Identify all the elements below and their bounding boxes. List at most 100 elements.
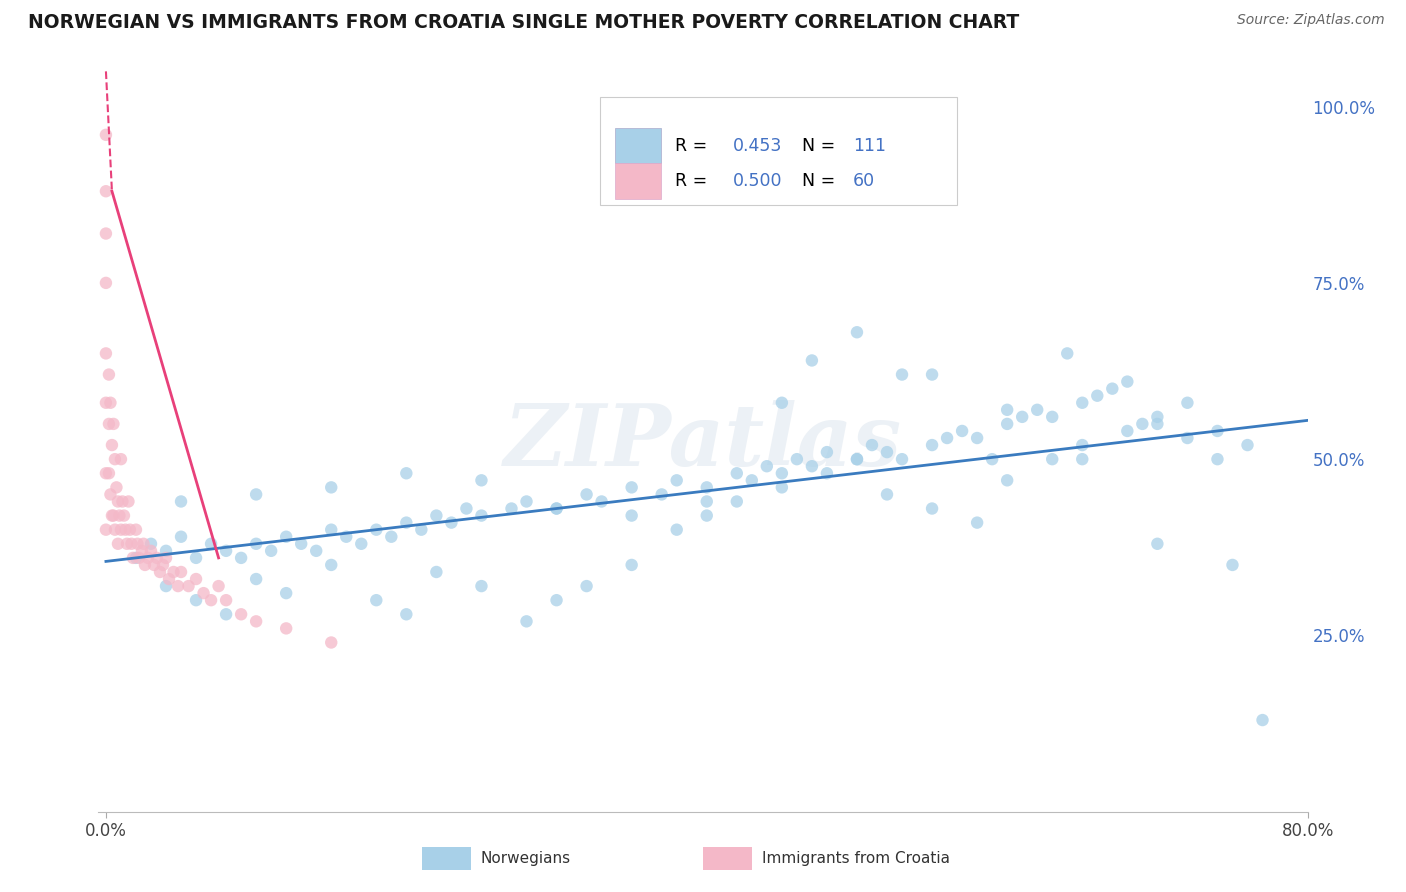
Text: N =: N = <box>803 136 841 154</box>
Point <box>350 537 373 551</box>
Point <box>665 473 688 487</box>
Point <box>755 459 778 474</box>
Point <box>425 565 447 579</box>
Point <box>1206 452 1229 467</box>
Point <box>97 417 120 431</box>
Point <box>184 550 207 565</box>
Point <box>184 572 207 586</box>
Point <box>335 530 357 544</box>
Point <box>157 572 180 586</box>
Point <box>200 593 222 607</box>
Point <box>155 544 177 558</box>
Point <box>591 494 613 508</box>
Point <box>995 402 1018 417</box>
Point <box>1251 713 1274 727</box>
Point <box>741 473 763 487</box>
Point <box>193 586 215 600</box>
Point <box>215 607 238 622</box>
Point <box>276 530 298 544</box>
Point <box>94 276 117 290</box>
Point <box>696 494 718 508</box>
Point <box>395 467 418 481</box>
Point <box>995 473 1018 487</box>
Point <box>456 501 478 516</box>
Point <box>546 501 568 516</box>
Text: Norwegians: Norwegians <box>481 852 571 866</box>
Point <box>139 544 162 558</box>
Point <box>107 494 129 508</box>
Point <box>177 579 200 593</box>
Point <box>546 501 568 516</box>
Text: R =: R = <box>675 136 713 154</box>
Point <box>470 508 492 523</box>
Point <box>876 445 898 459</box>
Point <box>770 396 793 410</box>
Point <box>950 424 973 438</box>
Point <box>1146 537 1168 551</box>
Point <box>966 431 988 445</box>
Point <box>94 523 117 537</box>
Point <box>114 523 136 537</box>
Point <box>575 487 598 501</box>
Point <box>380 530 402 544</box>
Point <box>97 467 120 481</box>
Point <box>122 550 145 565</box>
Point <box>125 550 148 565</box>
Point <box>1116 424 1139 438</box>
Point <box>200 537 222 551</box>
Point <box>276 621 298 635</box>
Point <box>1040 409 1063 424</box>
Point <box>620 558 643 572</box>
Point <box>891 452 914 467</box>
Point <box>128 550 150 565</box>
Point <box>846 452 869 467</box>
Point <box>97 368 120 382</box>
Text: 60: 60 <box>853 172 875 190</box>
Point <box>104 523 127 537</box>
Point <box>1222 558 1244 572</box>
Point <box>152 558 174 572</box>
Point <box>143 558 166 572</box>
Point <box>229 550 252 565</box>
Point <box>127 537 149 551</box>
Point <box>696 480 718 494</box>
Point <box>921 438 943 452</box>
FancyBboxPatch shape <box>614 128 661 163</box>
Point <box>470 579 492 593</box>
Point <box>770 480 793 494</box>
Point <box>1071 396 1094 410</box>
Point <box>440 516 463 530</box>
Point <box>121 537 143 551</box>
Point <box>876 487 898 501</box>
Point <box>245 537 267 551</box>
Point <box>101 438 124 452</box>
Point <box>276 586 298 600</box>
Text: Immigrants from Croatia: Immigrants from Croatia <box>762 852 950 866</box>
Text: N =: N = <box>803 172 841 190</box>
Point <box>321 480 343 494</box>
Point <box>245 487 267 501</box>
Point <box>117 494 139 508</box>
Point <box>105 480 128 494</box>
Point <box>155 550 177 565</box>
Point <box>846 325 869 339</box>
Point <box>981 452 1004 467</box>
Point <box>995 417 1018 431</box>
Point <box>1116 375 1139 389</box>
Point <box>501 501 523 516</box>
Text: NORWEGIAN VS IMMIGRANTS FROM CROATIA SINGLE MOTHER POVERTY CORRELATION CHART: NORWEGIAN VS IMMIGRANTS FROM CROATIA SIN… <box>28 13 1019 32</box>
Point <box>229 607 252 622</box>
Point <box>167 579 190 593</box>
Point <box>1236 438 1258 452</box>
Point <box>125 523 148 537</box>
Point <box>162 565 184 579</box>
Point <box>107 537 129 551</box>
Point <box>101 508 124 523</box>
Text: 111: 111 <box>853 136 886 154</box>
Point <box>103 417 125 431</box>
Point <box>100 487 122 501</box>
Point <box>1085 389 1108 403</box>
Point <box>94 346 117 360</box>
Point <box>132 537 155 551</box>
Point <box>321 558 343 572</box>
